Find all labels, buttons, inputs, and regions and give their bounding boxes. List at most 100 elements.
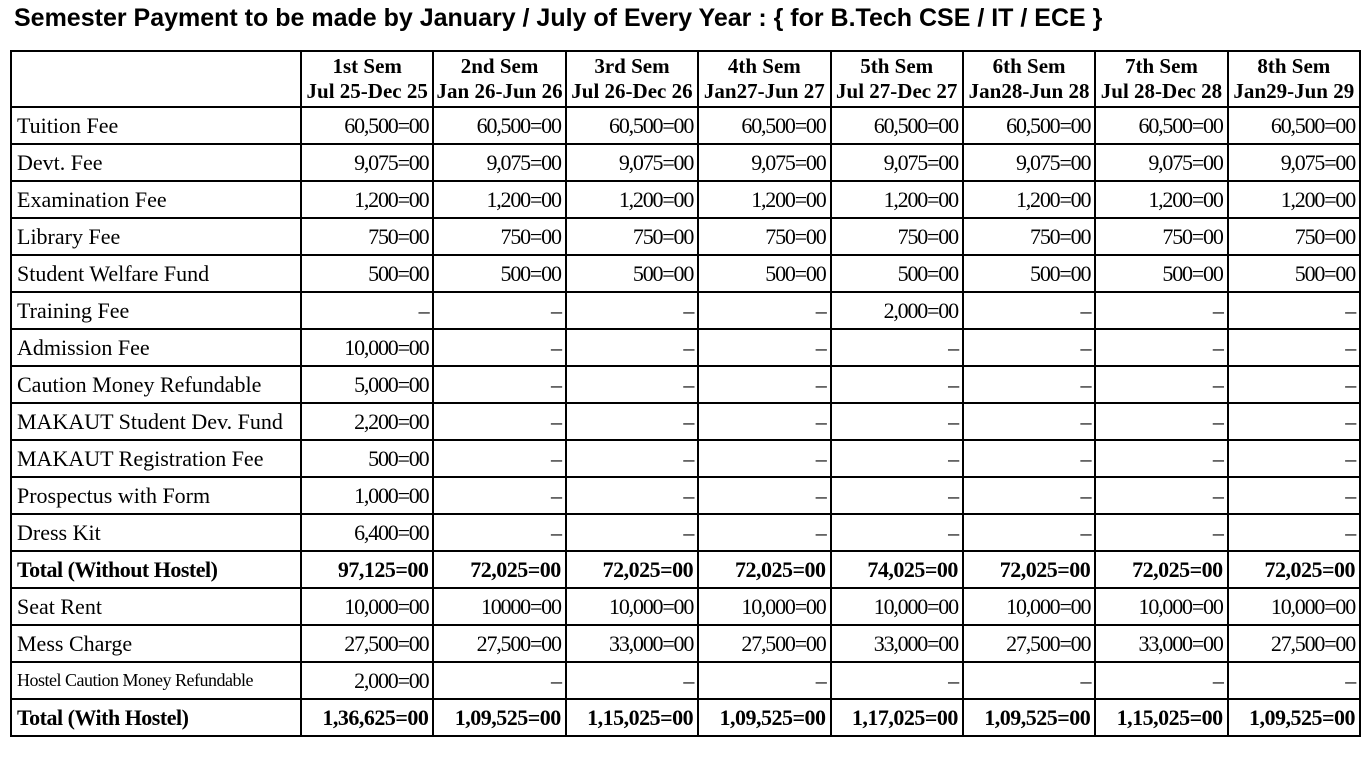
fee-amount: – <box>961 365 1097 404</box>
fee-amount: – <box>829 661 964 700</box>
fee-amount: 33,000=00 <box>564 624 700 663</box>
fee-amount: 750=00 <box>961 217 1097 256</box>
fee-row: Admission Fee 10,000=00– – – – – – – <box>10 328 1362 367</box>
total-row: Total (Without Hostel) 97,125=00 72,025=00… <box>10 550 1362 589</box>
semester-name: 7th Sem <box>1124 54 1198 78</box>
fee-amount: 9,075=00 <box>564 143 700 182</box>
fee-amount: 33,000=00 <box>829 624 964 663</box>
fee-amount: 60,500=00 <box>1226 106 1362 145</box>
table-body: Tuition Fee 60,500=00 60,500=00 60,500=00 60… <box>10 106 1362 737</box>
fee-amount: – <box>1226 439 1362 478</box>
column-header: 4th Sem Jan27-Jun 27 <box>697 50 832 108</box>
fee-amount: – <box>564 513 700 552</box>
fee-amount: 750=00 <box>1094 217 1229 256</box>
fee-amount: 2,200=00 <box>299 402 435 441</box>
fee-amount: – <box>961 402 1097 441</box>
fee-amount: 10,000=00 <box>961 587 1097 626</box>
fee-amount: – <box>564 291 700 330</box>
fee-amount: 72,025=00 <box>1226 550 1362 589</box>
fee-amount: 1,09,525=00 <box>697 698 832 737</box>
fee-row: Examination Fee 1,200=00 1,200=00 1,200=00 1… <box>10 180 1362 219</box>
fee-amount: – <box>564 365 700 404</box>
fee-amount: 9,075=00 <box>299 143 435 182</box>
fee-amount: – <box>564 476 700 515</box>
fee-amount: 72,025=00 <box>1094 550 1229 589</box>
fee-amount: – <box>564 402 700 441</box>
fee-amount: 72,025=00 <box>961 550 1097 589</box>
fee-amount: 60,500=00 <box>299 106 435 145</box>
fee-amount: – <box>564 439 700 478</box>
fee-row: Prospectus with Form 1,000=00– – – – – – – <box>10 476 1362 515</box>
fee-amount: – <box>961 476 1097 515</box>
fee-amount: – <box>432 439 567 478</box>
fee-amount: 60,500=00 <box>697 106 832 145</box>
fee-amount: – <box>564 328 700 367</box>
fee-amount: – <box>961 328 1097 367</box>
fee-amount: – <box>1226 513 1362 552</box>
row-label: Caution Money Refundable <box>10 365 302 404</box>
semester-name: 2nd Sem <box>460 54 539 78</box>
row-label: Hostel Caution Money Refundable <box>10 661 302 700</box>
fee-amount: – <box>829 439 964 478</box>
fee-amount: 60,500=00 <box>432 106 567 145</box>
row-label: Mess Charge <box>10 624 302 663</box>
column-header: 3rd Sem Jul 26-Dec 26 <box>564 50 700 108</box>
fee-amount: – <box>432 476 567 515</box>
fee-amount: – <box>829 476 964 515</box>
fee-amount: – <box>432 661 567 700</box>
fee-amount: – <box>1094 476 1229 515</box>
fee-amount: – <box>1094 365 1229 404</box>
fee-table: 1st Sem Jul 25-Dec 25 2nd Sem Jan 26-Jun 26… <box>10 50 1362 737</box>
fee-amount: 9,075=00 <box>961 143 1097 182</box>
fee-amount: 2,000=00 <box>299 661 435 700</box>
fee-amount: 1,200=00 <box>1094 180 1229 219</box>
fee-amount: 500=00 <box>432 254 567 293</box>
fee-amount: – <box>1226 476 1362 515</box>
fee-amount: – <box>432 513 567 552</box>
fee-amount: 500=00 <box>1226 254 1362 293</box>
fee-amount: 500=00 <box>564 254 700 293</box>
row-label: Prospectus with Form <box>10 476 302 515</box>
semester-period: Jan 26-Jun 26 <box>436 79 563 103</box>
fee-amount: 10,000=00 <box>1094 587 1229 626</box>
fee-amount: 750=00 <box>299 217 435 256</box>
fee-amount: 1,09,525=00 <box>432 698 567 737</box>
fee-amount: – <box>829 513 964 552</box>
row-label: Library Fee <box>10 217 302 256</box>
fee-amount: 1,200=00 <box>829 180 964 219</box>
row-label: Student Welfare Fund <box>10 254 302 293</box>
fee-amount: 9,075=00 <box>1226 143 1362 182</box>
fee-amount: 1,09,525=00 <box>1226 698 1362 737</box>
fee-amount: – <box>697 661 832 700</box>
fee-amount: 9,075=00 <box>829 143 964 182</box>
fee-amount: 1,15,025=00 <box>1094 698 1229 737</box>
fee-row: MAKAUT Student Dev. Fund 2,200=00– – – – – – – <box>10 402 1362 441</box>
fee-amount: 60,500=00 <box>961 106 1097 145</box>
semester-period: Jan29-Jun 29 <box>1233 79 1355 103</box>
row-label: Examination Fee <box>10 180 302 219</box>
fee-row: Student Welfare Fund 500=00 500=00 500=00 50… <box>10 254 1362 293</box>
fee-amount: 750=00 <box>432 217 567 256</box>
fee-amount: 72,025=00 <box>697 550 832 589</box>
fee-amount: – <box>299 291 435 330</box>
semester-name: 3rd Sem <box>594 54 670 78</box>
fee-amount: – <box>697 439 832 478</box>
fee-amount: – <box>697 291 832 330</box>
row-label: Total (With Hostel) <box>10 698 302 737</box>
fee-amount: – <box>829 365 964 404</box>
semester-name: 5th Sem <box>860 54 934 78</box>
semester-name: 6th Sem <box>992 54 1066 78</box>
fee-amount: 750=00 <box>829 217 964 256</box>
fee-amount: – <box>1094 439 1229 478</box>
fee-row: Dress Kit 6,400=00– – – – – – – <box>10 513 1362 552</box>
fee-amount: 1,200=00 <box>697 180 832 219</box>
semester-period: Jan27-Jun 27 <box>703 79 825 103</box>
fee-amount: 1,200=00 <box>961 180 1097 219</box>
fee-row: Tuition Fee 60,500=00 60,500=00 60,500=00 60… <box>10 106 1362 145</box>
fee-amount: 27,500=00 <box>299 624 435 663</box>
fee-amount: – <box>1226 402 1362 441</box>
semester-period: Jul 26-Dec 26 <box>571 79 693 103</box>
fee-amount: 500=00 <box>697 254 832 293</box>
fee-amount: 1,17,025=00 <box>829 698 964 737</box>
